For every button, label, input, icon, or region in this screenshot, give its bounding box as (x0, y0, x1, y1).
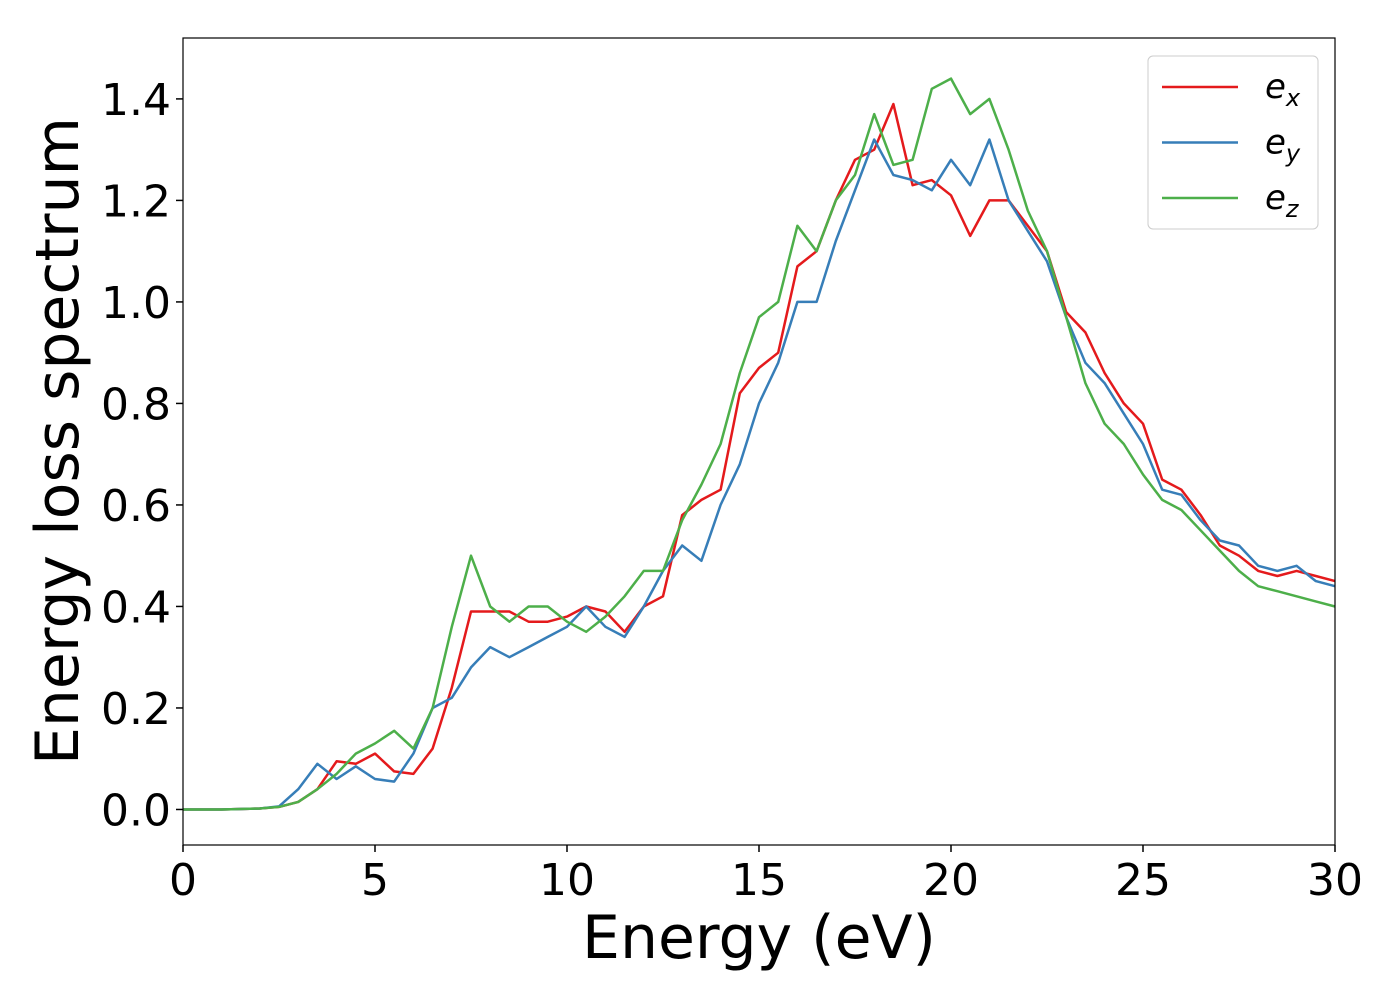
y-tick-label: 0.6 (101, 481, 171, 532)
x-tick-label: 15 (731, 855, 787, 906)
y-tick-label: 0.2 (101, 684, 171, 735)
line-series (183, 77, 1336, 811)
plot-frame (182, 37, 1336, 846)
x-tick-label: 25 (1115, 855, 1171, 906)
y-tick-label: 1.0 (101, 278, 171, 329)
x-tick-label: 5 (361, 855, 389, 906)
legend-label: ey (1265, 123, 1301, 168)
legend-label: ez (1265, 178, 1300, 223)
y-axis-label: Energy loss spectrum (23, 117, 93, 765)
y-tick-label: 1.2 (101, 176, 171, 227)
y-tick-label: 0.8 (101, 379, 171, 430)
legend-label: ex (1265, 67, 1301, 112)
y-tick-label: 0.0 (101, 785, 171, 836)
line-series (183, 138, 1336, 811)
x-tick-label: 20 (923, 855, 979, 906)
x-tick-label: 10 (539, 855, 595, 906)
y-tick-label: 1.4 (101, 75, 171, 126)
x-tick-label: 0 (169, 855, 197, 906)
line-series (183, 102, 1336, 811)
x-tick-label: 30 (1307, 855, 1363, 906)
x-axis-label: Energy (eV) (582, 903, 936, 973)
y-tick-label: 0.4 (101, 582, 171, 633)
